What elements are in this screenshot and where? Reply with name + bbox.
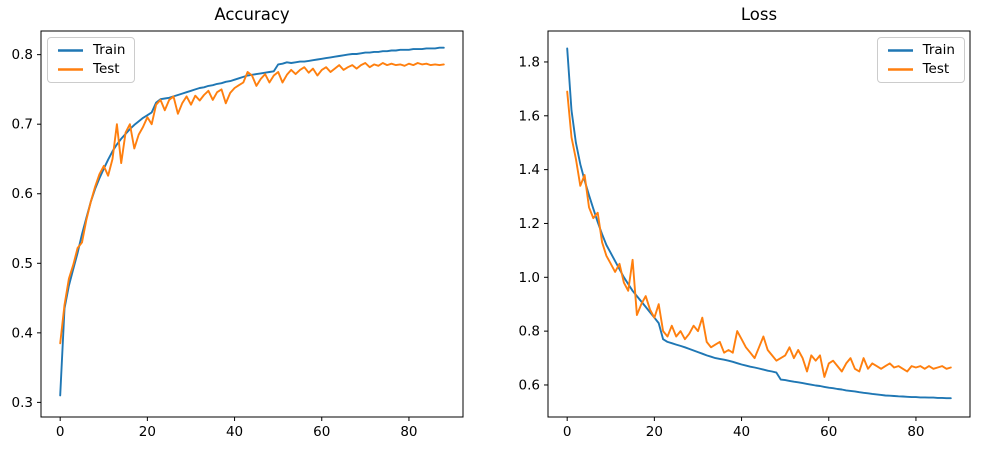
legend-label-train: Train [93, 42, 126, 58]
axes-frame [547, 30, 971, 418]
legend-item-test: Test [887, 62, 955, 77]
legend-label-test: Test [93, 61, 120, 77]
y-tick-label: 1.8 [519, 54, 540, 70]
y-tick-label: 0.5 [12, 256, 33, 272]
train-line-swatch-icon [887, 49, 913, 52]
x-tick-label: 40 [226, 424, 243, 440]
axes-frame [40, 30, 464, 418]
y-tick-label: 0.3 [12, 395, 33, 411]
train-line-swatch-icon [58, 49, 83, 52]
y-tick-label: 0.4 [12, 325, 33, 341]
x-tick-label: 60 [313, 424, 330, 440]
x-tick-label: 60 [820, 424, 837, 440]
accuracy-legend: Train Test [47, 37, 136, 83]
y-tick-label: 0.6 [12, 186, 33, 202]
loss-plot-title: Loss [740, 5, 778, 24]
legend-item-train: Train [57, 43, 125, 58]
x-tick-label: 80 [400, 424, 417, 440]
legend-item-train: Train [887, 43, 955, 58]
train-line [59, 46, 445, 397]
loss-legend: Train Test [876, 37, 965, 83]
legend-label-train: Train [922, 42, 955, 58]
y-tick-label: 0.7 [12, 117, 33, 133]
y-tick-label: 0.8 [12, 47, 33, 63]
train-line [566, 47, 952, 400]
x-tick-label: 20 [139, 424, 156, 440]
test-line-swatch-icon [58, 68, 83, 71]
y-tick-label: 0.6 [519, 377, 540, 393]
y-tick-label: 0.8 [519, 324, 540, 340]
x-tick-label: 40 [733, 424, 750, 440]
legend-label-test: Test [922, 61, 950, 77]
x-tick-label: 80 [907, 424, 924, 440]
test-line-swatch-icon [887, 68, 913, 71]
x-tick-label: 20 [646, 424, 663, 440]
test-line [59, 62, 445, 345]
x-tick-label: 0 [56, 424, 65, 440]
accuracy-plot-title: Accuracy [214, 5, 290, 24]
y-tick-label: 1.4 [519, 162, 540, 178]
y-tick-label: 1.6 [519, 108, 540, 124]
x-tick-label: 0 [563, 424, 572, 440]
legend-item-test: Test [57, 62, 125, 77]
test-line [566, 90, 952, 378]
y-tick-label: 1.0 [519, 270, 540, 286]
y-tick-label: 1.2 [519, 216, 540, 232]
